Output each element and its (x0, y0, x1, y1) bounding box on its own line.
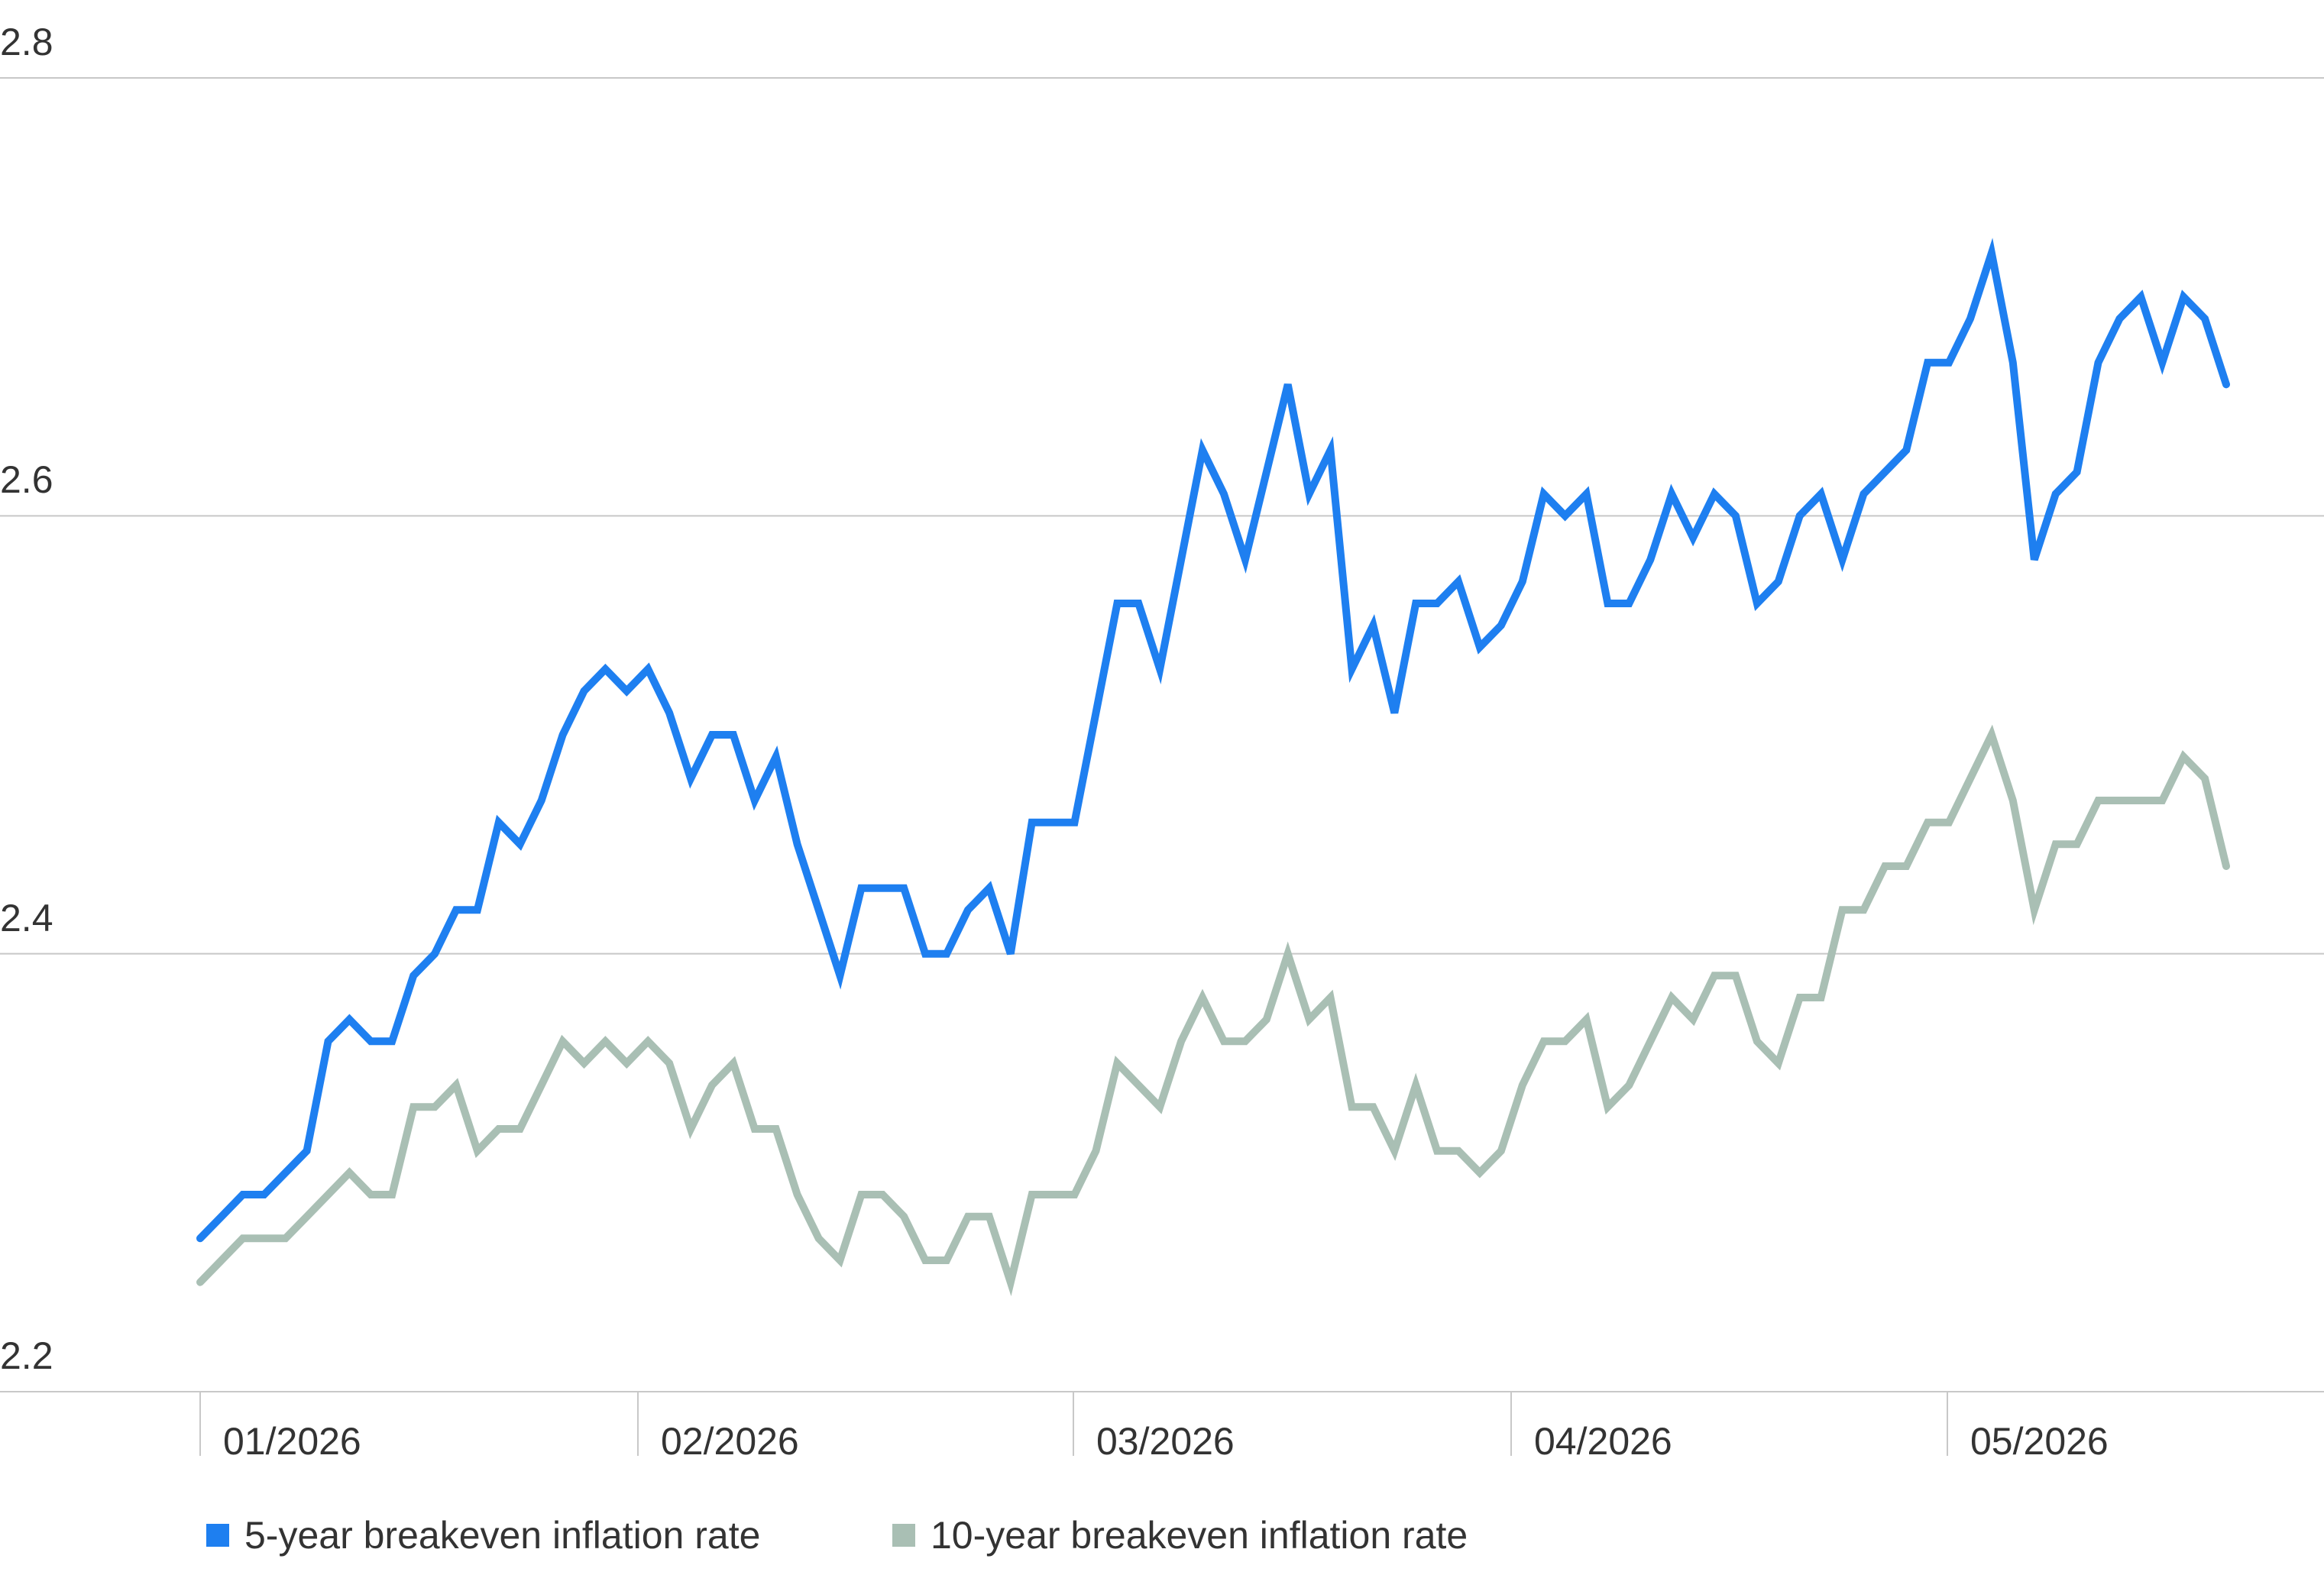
y-tick-label: 2.8 (0, 21, 53, 63)
legend-item-10-year: 10-year breakeven inflation rate (892, 1516, 1468, 1554)
y-tick-label: 2.6 (0, 458, 53, 502)
series-line-5-year (196, 238, 2230, 1243)
x-tick-label: 04/2026 (1534, 1420, 1672, 1463)
x-tick-label: 05/2026 (1970, 1420, 2109, 1463)
x-tick-label: 03/2026 (1096, 1420, 1235, 1463)
legend-swatch (892, 1524, 915, 1547)
x-tick-label: 02/2026 (661, 1420, 799, 1463)
y-tick-label: 2.4 (0, 896, 53, 940)
y-tick-label: 2.2 (0, 1334, 53, 1377)
series-line-10-year (196, 724, 2230, 1297)
x-tick-label: 01/2026 (223, 1420, 361, 1463)
series-lines (196, 238, 2230, 1297)
legend-label: 10-year breakeven inflation rate (931, 1514, 1468, 1557)
legend-label: 5-year breakeven inflation rate (244, 1514, 761, 1557)
legend-swatch (206, 1524, 229, 1547)
legend-item-5-year: 5-year breakeven inflation rate (206, 1516, 760, 1554)
x-tick-marks (199, 1392, 1948, 1456)
gridlines (0, 77, 2324, 1392)
